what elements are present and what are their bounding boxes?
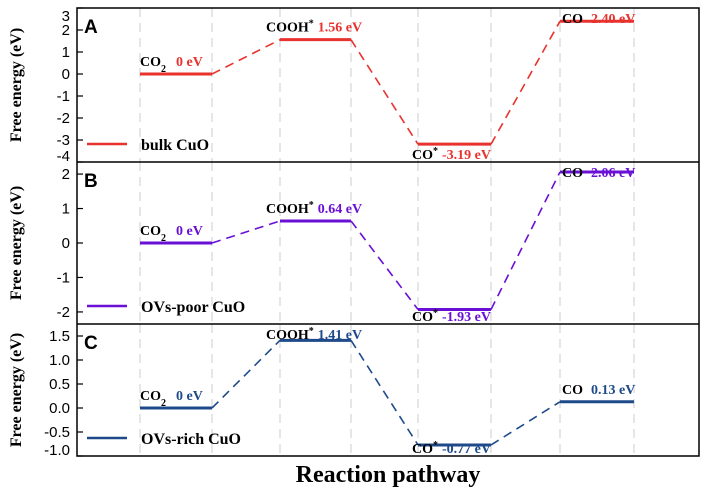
connector-line — [211, 339, 281, 409]
y-tick-label: -1.0 — [44, 442, 70, 459]
panel-b: 2 1 0 -1 -2 CO2 0 eV COOH* 0.64 eV CO* -1.93 eV CO 2… — [8, 162, 635, 325]
y-tick-label: -2 — [57, 110, 70, 127]
y-axis-label: Free energy (eV) — [8, 333, 25, 447]
panel-letter: A — [84, 17, 98, 38]
y-axis-label: Free energy (eV) — [8, 28, 25, 142]
state-label: COOH* — [266, 18, 314, 36]
state-label: CO2 — [140, 224, 166, 244]
panel-letter: C — [84, 333, 98, 354]
value-label: 2.06 eV — [591, 166, 635, 181]
y-tick-label: -1 — [57, 269, 70, 286]
y-tick-label: 0 — [62, 66, 70, 83]
value-label: -1.93 eV — [442, 310, 491, 325]
y-tick-label: 0.0 — [49, 400, 70, 417]
y-tick-label: -4 — [57, 148, 70, 165]
state-label: COOH* — [266, 326, 314, 344]
value-label: -3.19 eV — [442, 148, 491, 163]
connector-line — [211, 38, 281, 75]
connector-line — [490, 401, 561, 446]
panel-letter: B — [84, 171, 98, 192]
state-label: CO2 — [140, 389, 166, 409]
state-label: CO — [562, 12, 583, 27]
y-tick-label: -1 — [57, 88, 70, 105]
state-label: CO — [562, 383, 583, 398]
y-tick-label: 0 — [62, 235, 70, 252]
panel-c: 1.5 1.0 0.5 0.0 -0.5-1.0 CO2 0 eV COOH* 1.41 eV C… — [8, 324, 635, 459]
legend-label: bulk CuO — [141, 137, 209, 154]
connector-line — [211, 220, 281, 244]
state-label: CO* — [412, 440, 438, 458]
value-label: 1.41 eV — [318, 328, 362, 343]
y-axis-label: Free energy (eV) — [8, 186, 25, 300]
y-tick-label: -0.5 — [44, 424, 70, 441]
legend-label: OVs-rich CuO — [141, 431, 241, 448]
value-label: -0.77 eV — [442, 442, 491, 457]
y-tick-label: 1 — [62, 201, 70, 218]
panel-a: 32 1 0 -1 -2 -3-4 CO2 0 eV COOH* 1.56 eV CO* -3.19 … — [8, 7, 635, 165]
y-tick-label: 3 — [62, 8, 70, 25]
y-tick-label: -3 — [57, 132, 70, 149]
state-label: COOH* — [266, 199, 314, 217]
value-label: 0.64 eV — [318, 202, 362, 217]
y-tick-label: 1.0 — [49, 352, 70, 369]
state-label: CO* — [412, 146, 438, 164]
connector-line — [350, 220, 419, 311]
connector-line — [350, 339, 419, 446]
value-label: 0.13 eV — [591, 383, 635, 398]
connector-line — [490, 20, 561, 145]
y-tick-label: 1.5 — [49, 328, 70, 345]
x-axis-label: Reaction pathway — [296, 462, 481, 488]
value-label: 0 eV — [176, 389, 203, 404]
y-tick-label: -2 — [57, 304, 70, 321]
value-label: 2.40 eV — [591, 12, 635, 27]
value-label: 0 eV — [176, 55, 203, 70]
y-tick-label: 0.5 — [49, 376, 70, 393]
connector-line — [350, 39, 419, 145]
state-label: CO — [562, 166, 583, 181]
plot-frame — [76, 7, 700, 457]
state-label: CO2 — [140, 55, 166, 75]
value-label: 0 eV — [176, 224, 203, 239]
value-label: 1.56 eV — [318, 21, 362, 36]
connector-line — [490, 171, 561, 310]
legend-label: OVs-poor CuO — [141, 299, 245, 316]
y-tick-label: 2 — [62, 22, 70, 39]
y-tick-label: 1 — [62, 44, 70, 61]
state-label: CO* — [412, 308, 438, 326]
y-tick-label: 2 — [62, 166, 70, 183]
